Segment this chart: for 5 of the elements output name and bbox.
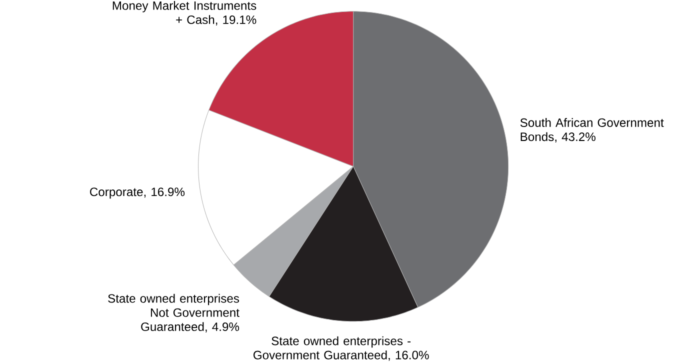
slice-label: State owned enterprises Not Government Guaranteed, 4.9% — [108, 294, 240, 333]
slice-label: Corporate, 16.9% — [90, 188, 185, 199]
slice-label: Money Market Instruments + Cash, 19.1% — [112, 1, 256, 26]
slice-label: South African Government Bonds, 43.2% — [520, 118, 664, 143]
slice-label: State owned enterprises - Government Guaranteed, 16.0% — [254, 336, 429, 361]
